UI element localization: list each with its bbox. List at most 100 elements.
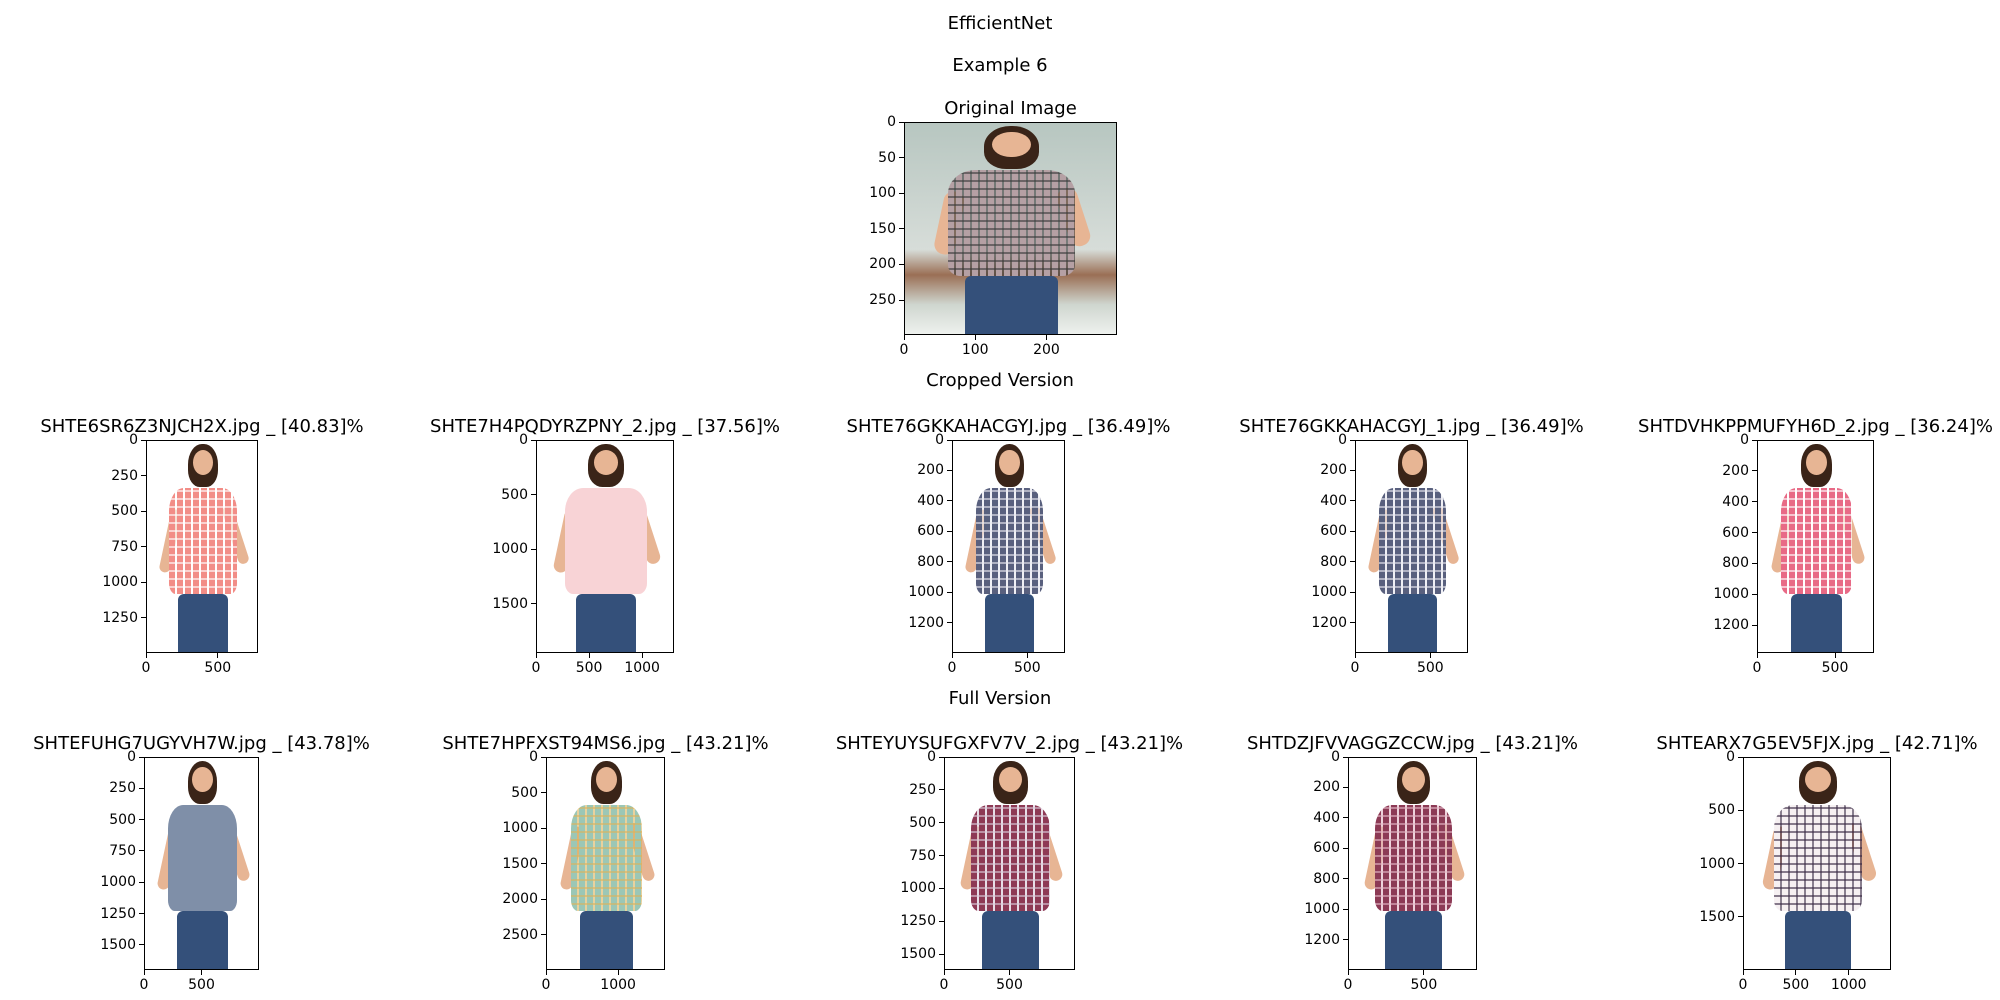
y-tick-mark	[139, 944, 144, 946]
product-photo	[1349, 758, 1476, 969]
y-tick-label: 1250	[102, 609, 138, 626]
jeans-shape	[178, 594, 228, 652]
y-tick-label: 250	[109, 780, 136, 797]
y-tick-label: 100	[869, 185, 896, 202]
y-tick-mark	[141, 617, 146, 618]
x-tick-label: 0	[141, 660, 151, 676]
x-tick-mark	[588, 653, 590, 658]
y-tick-label: 750	[909, 847, 936, 864]
y-tick-mark	[141, 581, 146, 583]
panel-title: SHTE76GKKAHACGYJ.jpg _ [36.49]%	[846, 416, 1171, 437]
shirt-shape	[1378, 487, 1447, 595]
x-tick-label: 500	[188, 977, 215, 993]
x-tick-label: 1000	[624, 660, 660, 676]
image-axes-frame	[904, 122, 1117, 335]
x-tick-label: 0	[1343, 977, 1353, 993]
y-tick-mark	[947, 622, 952, 624]
shirt-shape	[564, 487, 648, 595]
x-tick-label: 500	[204, 660, 232, 676]
y-tick-mark	[1343, 847, 1348, 849]
y-tick-mark	[939, 822, 944, 824]
y-tick-label: 50	[878, 149, 896, 166]
y-tick-mark	[1350, 622, 1355, 624]
panel-title: SHTE6SR6Z3NJCH2X.jpg _ [40.83]%	[40, 416, 364, 437]
y-tick-label: 600	[1320, 523, 1347, 540]
y-tick-mark	[899, 263, 904, 265]
cropped-result-panel: SHTE76GKKAHACGYJ_1.jpg _ [36.49]% 0 500 0 20…	[1239, 416, 1583, 676]
x-tick-mark	[1848, 970, 1850, 975]
shirt-shape	[168, 804, 237, 912]
y-tick-mark	[899, 121, 904, 123]
x-tick-label: 1000	[600, 977, 636, 993]
x-tick-mark	[201, 970, 202, 975]
cropped-result-panel: SHTE7H4PQDYRZPNY_2.jpg _ [37.56]% 0 500 100…	[430, 416, 780, 676]
y-tick-label: 1000	[502, 820, 538, 836]
y-tick-label: 400	[917, 492, 944, 509]
y-tick-label: 250	[909, 781, 936, 798]
y-tick-label: 1000	[1304, 901, 1340, 918]
x-tick-mark	[617, 970, 619, 975]
y-tick-mark	[939, 789, 944, 791]
jeans-shape	[964, 276, 1059, 334]
x-tick-label: 500	[1013, 660, 1041, 676]
x-tick-mark	[143, 970, 145, 975]
product-photo	[1758, 441, 1873, 652]
y-tick-label: 750	[111, 538, 138, 555]
y-tick-mark	[1350, 439, 1355, 441]
shirt-shape	[971, 804, 1050, 912]
y-tick-label: 2500	[502, 926, 538, 943]
full-result-panel: SHTDZJFVVAGGZCCW.jpg _ [43.21]% 0 500 0 200 4…	[1247, 733, 1578, 993]
y-tick-mark	[1343, 908, 1348, 910]
y-tick-label: 800	[1313, 870, 1340, 887]
y-tick-mark	[139, 913, 144, 915]
y-tick-mark	[531, 494, 536, 496]
y-tick-label: 1500	[100, 936, 136, 953]
y-tick-label: 800	[1320, 553, 1347, 570]
y-tick-label: 1500	[900, 946, 936, 963]
y-tick-mark	[531, 439, 536, 441]
y-tick-mark	[141, 546, 146, 547]
product-photo	[953, 441, 1064, 652]
y-tick-label: 0	[519, 432, 528, 448]
x-tick-label: 0	[1350, 660, 1360, 676]
y-tick-label: 2000	[502, 891, 538, 907]
original-image-panel: Original Image 0 100 200 0 50 100 150 200 250	[869, 98, 1117, 358]
shirt-shape	[975, 487, 1044, 595]
x-tick-mark	[1423, 970, 1425, 975]
product-photo	[905, 123, 1116, 334]
cropped-result-panel: SHTDVHKPPMUFYH6D_2.jpg _ [36.24]% 0 500 0 20…	[1638, 416, 1993, 676]
y-tick-label: 600	[1313, 840, 1340, 857]
y-tick-mark	[541, 792, 546, 793]
y-tick-mark	[1343, 878, 1348, 880]
x-tick-mark	[1795, 970, 1797, 975]
x-tick-mark	[1045, 335, 1047, 340]
panel-title: SHTEYUYSUFGXFV7V_2.jpg _ [43.21]%	[835, 733, 1184, 754]
y-tick-mark	[899, 157, 904, 159]
product-photo	[537, 441, 673, 652]
shirt-shape	[947, 169, 1076, 277]
panel-title: SHTEARX7G5EV5FJX.jpg _ [42.71]%	[1656, 733, 1978, 754]
y-tick-label: 500	[111, 503, 138, 519]
shirt-shape	[1374, 804, 1453, 912]
y-tick-label: 0	[127, 749, 136, 765]
x-tick-label: 500	[1416, 660, 1444, 676]
x-tick-mark	[1026, 653, 1028, 658]
y-tick-mark	[899, 192, 904, 194]
image-axes-frame	[944, 757, 1075, 970]
x-tick-label: 500	[1410, 977, 1438, 993]
y-tick-mark	[947, 439, 952, 441]
model-head-shape	[192, 766, 213, 793]
model-head-shape	[1402, 449, 1423, 476]
y-tick-label: 0	[935, 432, 944, 448]
y-tick-label: 1200	[1304, 931, 1340, 948]
x-tick-mark	[943, 970, 945, 975]
image-axes-frame	[1355, 440, 1468, 653]
y-tick-label: 0	[1740, 432, 1749, 448]
product-photo	[145, 758, 258, 969]
model-head-shape	[992, 131, 1031, 158]
y-tick-mark	[899, 228, 904, 230]
y-tick-label: 1250	[900, 913, 936, 930]
x-tick-mark	[951, 653, 953, 658]
y-tick-mark	[141, 475, 146, 476]
x-tick-label: 0	[531, 660, 541, 676]
